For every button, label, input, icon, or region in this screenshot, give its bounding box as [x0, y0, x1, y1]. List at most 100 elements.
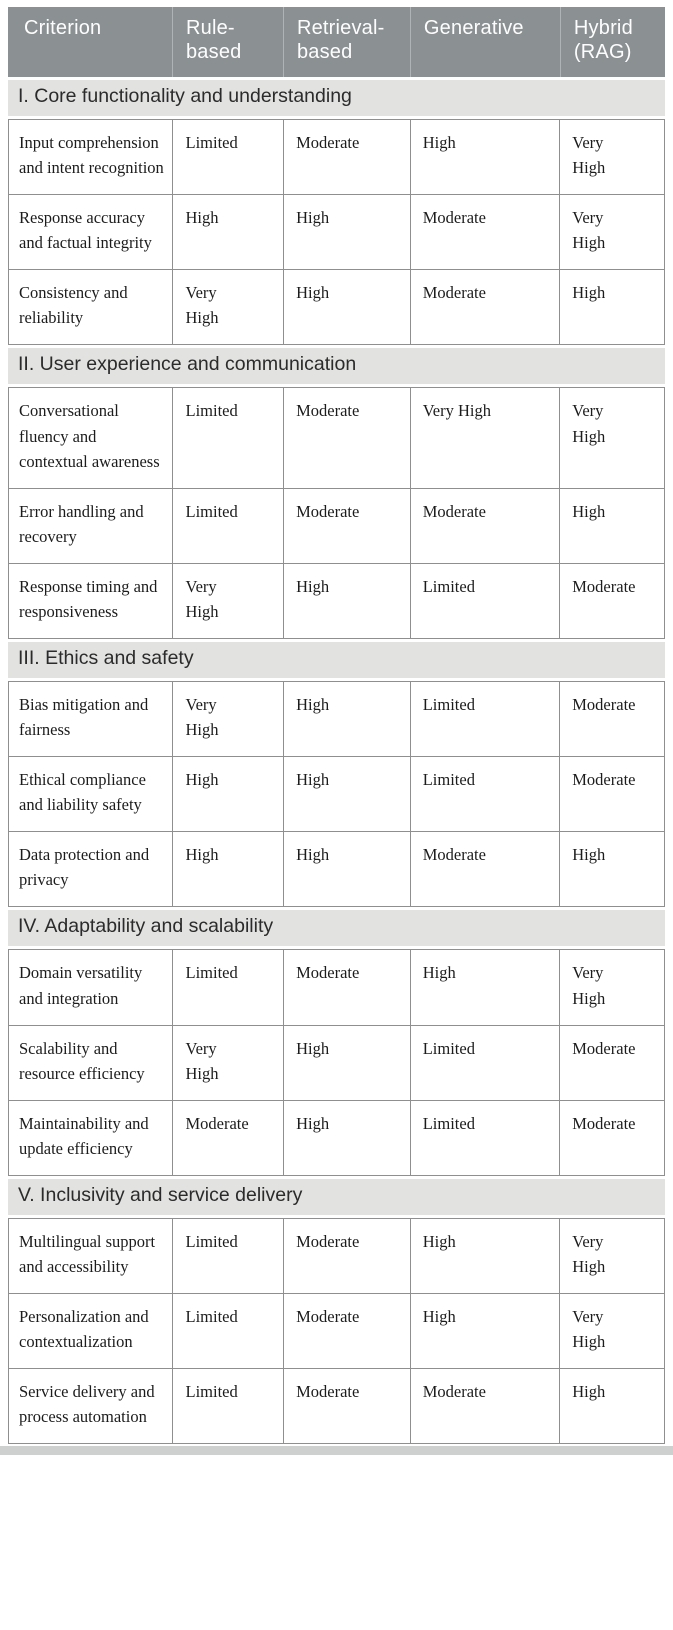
criterion-cell: Response accuracy and factual integrity: [19, 208, 152, 253]
column-header: Rule-based: [171, 7, 283, 77]
table-row: Error handling and recovery Limited Modera…: [9, 487, 664, 563]
value-text: High: [422, 963, 456, 983]
criterion-cell: Domain versatility and integration: [19, 963, 143, 1008]
value-text: Very High: [572, 133, 606, 178]
criterion-cell: Error handling and recovery: [19, 501, 144, 546]
criterion-cell: Scalability and resource efficiency: [19, 1038, 145, 1083]
value-text: Very High: [185, 695, 219, 740]
value-text: Limited: [185, 1307, 238, 1327]
value-text: Moderate: [572, 1038, 636, 1058]
value-cell: Very High: [559, 120, 664, 195]
value-text: Limited: [422, 1113, 475, 1133]
value-text: Limited: [185, 1231, 238, 1251]
value-cell: Moderate: [409, 488, 560, 563]
value-cell: High: [283, 832, 410, 907]
value-cell: Moderate: [283, 1218, 410, 1294]
value-cell: Limited: [409, 563, 560, 639]
table-row: Scalability and resource efficiency Very …: [9, 1024, 664, 1100]
value-text: Limited: [422, 695, 475, 715]
value-text: High: [185, 770, 219, 790]
value-cell: Moderate: [559, 682, 664, 757]
value-text: Moderate: [422, 845, 486, 865]
value-cell: High: [283, 757, 410, 832]
criterion-cell: Maintainability and update efficiency: [19, 1113, 149, 1158]
value-cell: High: [283, 1025, 410, 1100]
value-text: Very High: [185, 576, 219, 621]
table-row: Response accuracy and factual integrity H…: [9, 194, 664, 270]
value-cell: High: [559, 488, 664, 563]
value-cell: Moderate: [559, 1025, 664, 1100]
value-cell: Limited: [172, 1218, 283, 1294]
value-text: Moderate: [572, 576, 636, 596]
value-cell: High: [172, 757, 283, 832]
value-cell: Very High: [172, 270, 283, 345]
value-cell: High: [409, 120, 560, 195]
table-row: Ethical compliance and liability safety H…: [9, 756, 664, 832]
value-text: High: [422, 133, 456, 152]
value-cell: High: [409, 950, 560, 1025]
value-text: Moderate: [422, 1382, 486, 1402]
value-text: Moderate: [422, 283, 486, 303]
value-cell: Moderate: [409, 832, 560, 907]
value-cell: Moderate: [283, 488, 410, 563]
value-cell: Limited: [172, 1294, 283, 1369]
value-cell: Very High: [559, 1294, 664, 1369]
criterion-cell: Input comprehension and intent recogniti…: [19, 133, 164, 178]
section-header: IV. Adaptability and scalability: [8, 910, 665, 947]
value-cell: Very High: [559, 950, 664, 1025]
criterion-cell: Ethical compliance and liability safety: [19, 770, 146, 815]
column-header: Generative: [409, 7, 560, 77]
section-rows: Bias mitigation and fairness Very High Hig…: [8, 681, 665, 908]
value-cell: High: [559, 832, 664, 907]
criterion-cell: Multilingual support and accessibility: [19, 1231, 156, 1277]
value-cell: Limited: [172, 950, 283, 1025]
value-cell: Moderate: [409, 270, 560, 345]
value-text: Moderate: [296, 133, 360, 152]
value-cell: Limited: [409, 1025, 560, 1100]
table-row: Multilingual support and accessibility Li…: [9, 1218, 664, 1294]
value-cell: Moderate: [283, 388, 410, 488]
value-cell: Limited: [409, 682, 560, 757]
criterion-cell: Response timing and responsiveness: [19, 576, 158, 621]
value-text: High: [572, 845, 606, 865]
value-text: Moderate: [296, 501, 360, 521]
value-text: High: [572, 501, 606, 521]
value-text: Very High: [572, 208, 606, 253]
value-cell: Moderate: [283, 120, 410, 195]
column-header: Hybrid (RAG): [559, 7, 665, 77]
criterion-cell: Personalization and contextualization: [19, 1307, 149, 1352]
value-cell: Very High: [559, 1218, 664, 1294]
value-cell: Very High: [172, 682, 283, 757]
value-cell: Very High: [559, 195, 664, 270]
table-row: Conversational fluency and contextual aw…: [9, 388, 664, 488]
value-text: Limited: [185, 1382, 238, 1402]
value-cell: High: [172, 832, 283, 907]
value-text: Moderate: [296, 1231, 360, 1251]
value-text: Very High: [185, 1038, 219, 1083]
value-text: Very High: [572, 1307, 606, 1352]
value-text: Moderate: [296, 963, 360, 983]
table-row: Response timing and responsiveness Very H…: [9, 562, 664, 639]
value-text: Moderate: [296, 1382, 360, 1402]
value-text: High: [296, 1113, 330, 1133]
section-rows: Multilingual support and accessibility Li…: [8, 1217, 665, 1445]
comparison-table: Criterion Rule-based Retrieval-based Genera…: [8, 7, 665, 1445]
section-rows: Domain versatility and integration Limite…: [8, 949, 665, 1176]
value-text: High: [572, 1382, 606, 1402]
criterion-cell: Service delivery and process automation: [19, 1382, 155, 1427]
value-cell: Moderate: [283, 1369, 410, 1444]
value-cell: High: [559, 1369, 664, 1444]
value-cell: Moderate: [559, 757, 664, 832]
criterion-cell: Conversational fluency and contextual aw…: [19, 401, 160, 471]
value-text: Very High: [422, 401, 491, 421]
value-cell: High: [409, 1294, 560, 1369]
value-text: High: [296, 770, 330, 790]
table-row: Personalization and contextualization Lim…: [9, 1293, 664, 1369]
value-cell: Very High: [559, 388, 664, 488]
value-cell: Moderate: [559, 563, 664, 639]
value-text: Moderate: [572, 695, 636, 715]
value-cell: High: [283, 195, 410, 270]
value-text: High: [422, 1231, 456, 1251]
criterion-cell: Data protection and privacy: [19, 845, 150, 890]
